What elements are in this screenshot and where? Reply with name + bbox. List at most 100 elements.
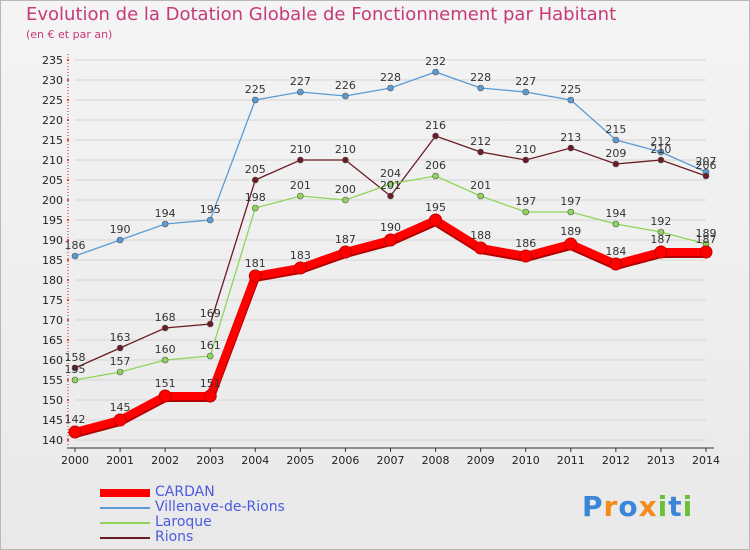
data-label-laroque: 201 [290, 179, 311, 192]
data-label-cardan: 181 [245, 257, 266, 270]
point-laroque [567, 208, 575, 216]
y-tick-label: 230 [42, 74, 63, 87]
point-laroque [387, 180, 394, 188]
point-cardan [293, 261, 307, 275]
x-tick-label: 2010 [512, 454, 540, 467]
point-villenave-de-rions [251, 96, 259, 104]
point-rions [206, 320, 214, 328]
x-tick-label: 2009 [467, 454, 495, 467]
data-label-villenave-de-rions: 194 [155, 207, 176, 220]
logo-letter: o [618, 490, 639, 523]
y-tick-label: 160 [42, 354, 63, 367]
data-label-cardan: 184 [605, 245, 626, 258]
data-label-laroque: 201 [470, 179, 491, 192]
data-label-rions: 212 [470, 135, 491, 148]
x-tick-label: 2014 [692, 454, 720, 467]
point-rions [387, 192, 394, 200]
legend-label-rions: Rions [155, 529, 194, 545]
data-label-cardan: 187 [696, 233, 717, 246]
point-villenave-de-rions [477, 84, 484, 92]
point-laroque [71, 376, 79, 384]
data-label-rions: 213 [560, 131, 581, 144]
legend-swatch-rions [100, 536, 150, 539]
data-label-villenave-de-rions: 228 [470, 71, 491, 84]
data-label-laroque: 197 [515, 195, 536, 208]
data-label-cardan: 190 [380, 221, 401, 234]
x-tick-label: 2001 [106, 454, 134, 467]
point-cardan [699, 245, 713, 259]
legend-item-villenave[interactable]: Villenave-de-Rions [100, 500, 285, 515]
data-label-cardan: 187 [650, 233, 671, 246]
legend-label-cardan: CARDAN [155, 484, 215, 500]
legend-item-cardan[interactable]: CARDAN [100, 485, 285, 500]
y-tick-label: 205 [42, 174, 63, 187]
data-label-cardan: 187 [335, 233, 356, 246]
point-villenave-de-rions [522, 88, 530, 96]
point-cardan [474, 241, 488, 255]
point-rions [116, 344, 124, 352]
y-tick-label: 140 [42, 434, 63, 447]
point-cardan [609, 257, 623, 271]
data-label-laroque: 194 [605, 207, 626, 220]
data-label-cardan: 142 [65, 413, 86, 426]
point-cardan [338, 245, 352, 259]
point-laroque [657, 228, 665, 236]
x-tick-label: 2005 [286, 454, 314, 467]
point-rions [477, 148, 484, 156]
point-cardan [248, 269, 262, 283]
point-cardan [564, 237, 578, 251]
data-label-cardan: 188 [470, 229, 491, 242]
data-label-villenave-de-rions: 232 [425, 55, 446, 68]
x-axis-ticks: 2000 2001 2002 2003 2004 2005 2006 2007 2008 2009… [61, 448, 720, 467]
legend-swatch-cardan [100, 488, 150, 497]
data-label-laroque: 197 [560, 195, 581, 208]
legend-label-laroque: Laroque [155, 514, 212, 530]
point-villenave-de-rions [432, 68, 439, 76]
x-tick-label: 2012 [602, 454, 630, 467]
point-villenave-de-rions [297, 88, 304, 96]
data-label-rions: 210 [515, 143, 536, 156]
y-tick-label: 215 [42, 134, 63, 147]
data-label-rions: 163 [110, 331, 131, 344]
point-cardan [68, 425, 82, 439]
x-tick-label: 2011 [557, 454, 585, 467]
x-tick-label: 2002 [151, 454, 179, 467]
x-tick-label: 2006 [331, 454, 359, 467]
point-villenave-de-rions [161, 220, 169, 228]
point-laroque [251, 204, 259, 212]
point-villenave-de-rions [567, 96, 575, 104]
point-cardan [654, 245, 668, 259]
data-label-villenave-de-rions: 186 [65, 239, 86, 252]
data-label-villenave-de-rions: 227 [290, 75, 311, 88]
data-label-laroque: 155 [65, 363, 86, 376]
data-label-cardan: 195 [425, 201, 446, 214]
point-laroque [297, 192, 304, 200]
point-rions [342, 156, 349, 164]
legend-swatch-laroque [100, 521, 150, 524]
point-laroque [477, 192, 484, 200]
y-tick-label: 200 [42, 194, 63, 207]
point-laroque [161, 356, 169, 364]
point-villenave-de-rions [657, 148, 665, 156]
legend-item-laroque[interactable]: Laroque [100, 515, 285, 530]
legend-item-rions[interactable]: Rions [100, 530, 285, 545]
y-tick-label: 220 [42, 114, 63, 127]
point-cardan [519, 249, 533, 263]
data-label-rions: 216 [425, 119, 446, 132]
point-rions [432, 132, 439, 140]
point-villenave-de-rions [387, 84, 394, 92]
point-villenave-de-rions [206, 216, 214, 224]
point-villenave-de-rions [116, 236, 124, 244]
logo-letter: i [657, 490, 669, 523]
data-label-villenave-de-rions: 225 [560, 83, 581, 96]
y-tick-label: 195 [42, 214, 63, 227]
point-rions [657, 156, 665, 164]
point-villenave-de-rions [71, 252, 79, 260]
legend: CARDAN Villenave-de-Rions Laroque Rions [100, 485, 285, 545]
data-label-villenave-de-rions: 195 [200, 203, 221, 216]
point-rions [567, 144, 575, 152]
point-laroque [612, 220, 620, 228]
y-tick-label: 145 [42, 414, 63, 427]
logo-letter: t [668, 490, 683, 523]
y-tick-label: 170 [42, 314, 63, 327]
